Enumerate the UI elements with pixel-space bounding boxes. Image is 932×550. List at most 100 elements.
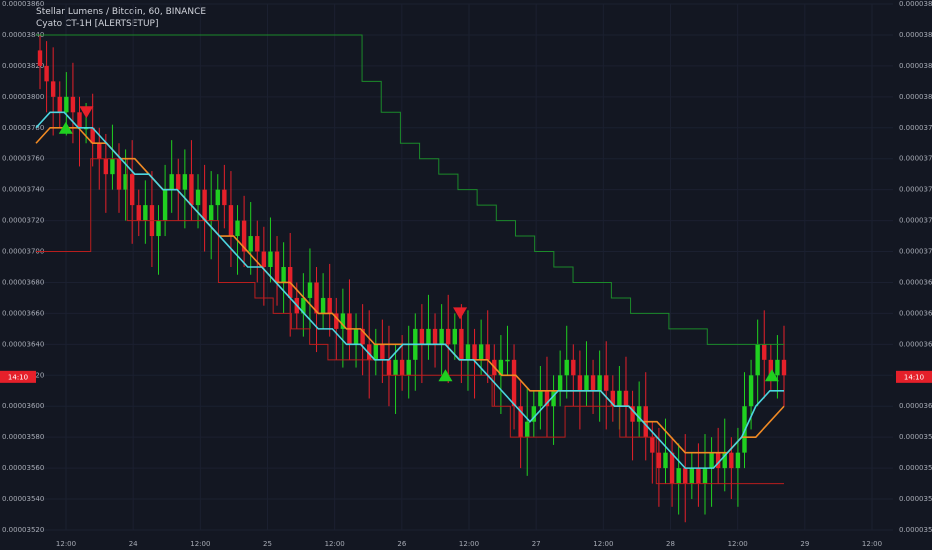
buy-signal-marker xyxy=(764,369,779,382)
candle-body xyxy=(50,81,56,97)
candle-body xyxy=(281,267,286,283)
y-tick-label-left: 0.00003680 xyxy=(2,278,44,286)
candle-body xyxy=(755,344,760,376)
x-tick-label: 26 xyxy=(397,540,406,548)
price-tag-right xyxy=(896,370,932,383)
candle-body xyxy=(696,468,701,484)
candle-body xyxy=(64,96,69,113)
x-tick-label: 12:00 xyxy=(593,540,613,548)
y-tick-label-left: 0.00003860 xyxy=(2,0,44,8)
candle-body xyxy=(327,297,332,314)
candle-body xyxy=(630,406,635,422)
candle-body xyxy=(597,375,602,391)
candle-body xyxy=(274,251,280,283)
candle-body xyxy=(241,220,247,252)
y-tick-label-left: 0.00003660 xyxy=(2,309,44,317)
candle-body xyxy=(202,189,207,221)
y-tick-label-right: 0.00003600 xyxy=(899,402,932,410)
candle-body xyxy=(564,359,569,376)
candle-body xyxy=(498,359,504,376)
candle-body xyxy=(459,328,464,360)
candle-body xyxy=(373,344,378,360)
y-tick-label-left: 0.00003700 xyxy=(2,248,44,256)
candle-body xyxy=(781,359,787,376)
candle-body xyxy=(143,205,148,221)
x-tick-label: 12:00 xyxy=(728,540,748,548)
candle-body xyxy=(182,174,188,190)
red-trailing-stop-line xyxy=(36,158,784,485)
candle-body xyxy=(195,189,201,206)
candle-body xyxy=(636,406,642,422)
y-tick-label-left: 0.00003640 xyxy=(2,340,44,348)
symbol-label: Stellar Lumens / Bitcoin, 60, BINANCE xyxy=(36,7,207,17)
y-tick-label-right: 0.00003740 xyxy=(899,186,932,194)
candle-body xyxy=(228,205,234,237)
cyan-moving-average-line xyxy=(35,111,784,469)
candle-body xyxy=(235,220,240,237)
candle-body xyxy=(360,328,365,345)
candle-body xyxy=(176,174,181,190)
candle-body xyxy=(663,452,668,469)
candle-body xyxy=(590,375,596,391)
candle-body xyxy=(90,127,95,144)
candle-body xyxy=(136,205,141,221)
candle-body xyxy=(261,251,267,267)
candle-body xyxy=(406,359,411,376)
candle-body xyxy=(248,236,253,252)
candle-body xyxy=(544,390,550,407)
price-tag-right-text: 14:10 xyxy=(904,373,924,381)
y-tick-label-right: 0.00003540 xyxy=(899,495,932,503)
y-tick-label-right: 0.00003660 xyxy=(899,309,932,317)
y-tick-label-right: 0.00003840 xyxy=(899,31,932,39)
x-tick-label: 24 xyxy=(129,540,138,548)
candle-body xyxy=(465,344,471,360)
candle-body xyxy=(748,375,754,407)
y-tick-label-right: 0.00003760 xyxy=(899,155,932,163)
orange-moving-average-line xyxy=(35,126,785,454)
candle-body xyxy=(656,452,662,469)
candle-body xyxy=(37,50,43,66)
buy-signal-marker xyxy=(438,369,453,382)
candle-body xyxy=(380,344,385,360)
candle-body xyxy=(110,158,115,175)
candle-body xyxy=(44,65,49,82)
candle-body xyxy=(511,359,517,407)
candle-body xyxy=(97,143,102,159)
sell-signal-marker xyxy=(79,106,94,119)
candle-body xyxy=(446,328,451,345)
candle-body xyxy=(485,344,490,360)
x-tick-label: 12:00 xyxy=(56,540,76,548)
x-tick-label: 28 xyxy=(666,540,675,548)
candle-body xyxy=(123,174,128,190)
y-tick-label-left: 0.00003560 xyxy=(2,464,44,472)
candle-body xyxy=(525,421,530,438)
candle-body xyxy=(129,174,135,206)
candle-body xyxy=(57,96,62,113)
candle-body xyxy=(70,96,76,113)
green-trailing-stop-line xyxy=(36,34,784,345)
y-tick-label-left: 0.00003760 xyxy=(2,155,44,163)
candle-body xyxy=(208,205,214,221)
y-tick-label-left: 0.00003780 xyxy=(2,124,44,132)
price-tag-left-text: 14:10 xyxy=(8,373,28,381)
candle-body xyxy=(650,437,655,453)
candle-body xyxy=(715,452,721,469)
candle-body xyxy=(156,220,161,237)
candle-body xyxy=(472,344,477,360)
candle-body xyxy=(571,359,576,376)
candle-body xyxy=(623,390,629,407)
y-tick-label-left: 0.00003600 xyxy=(2,402,44,410)
candle-body xyxy=(386,359,392,376)
y-tick-label-right: 0.00003800 xyxy=(899,93,932,101)
candle-body xyxy=(116,158,122,190)
candle-body xyxy=(393,359,398,376)
y-tick-label-left: 0.00003520 xyxy=(2,526,44,534)
candle-body xyxy=(518,406,523,438)
candle-body xyxy=(729,452,734,469)
candle-body xyxy=(735,452,741,469)
candle-body xyxy=(307,282,313,298)
candle-body xyxy=(604,375,609,391)
x-tick-label: 12:00 xyxy=(459,540,479,548)
candle-body xyxy=(432,328,438,345)
